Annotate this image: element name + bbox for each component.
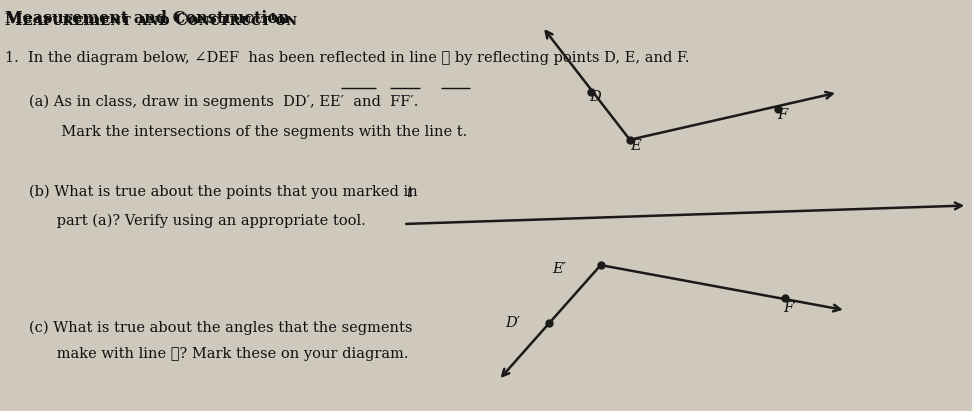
Text: t: t: [406, 186, 412, 200]
Text: (c) What is true about the angles that the segments: (c) What is true about the angles that t…: [29, 321, 413, 335]
Text: 1.  In the diagram below, ∠DEF  has been reflected in line ℓ by reflecting point: 1. In the diagram below, ∠DEF has been r…: [5, 51, 689, 65]
Text: make with line ℓ? Mark these on your diagram.: make with line ℓ? Mark these on your dia…: [29, 347, 408, 361]
Text: Mark the intersections of the segments with the line t.: Mark the intersections of the segments w…: [29, 125, 468, 139]
Text: (b) What is true about the points that you marked in: (b) What is true about the points that y…: [29, 185, 418, 199]
Text: D: D: [589, 90, 601, 104]
Text: F: F: [778, 108, 787, 122]
Text: Mᴇᴀᴘᴜʀᴇmᴇɴᴛ ᴀɴᴅ Cᴏɴᴄᴛʀᴜᴄᴛᴵᴏɴ: Mᴇᴀᴘᴜʀᴇmᴇɴᴛ ᴀɴᴅ Cᴏɴᴄᴛʀᴜᴄᴛᴵᴏɴ: [5, 12, 297, 29]
Text: (a) As in class, draw in segments  DD′, EE′  and  FF′.: (a) As in class, draw in segments DD′, E…: [29, 95, 419, 109]
Text: Measurement and Construction: Measurement and Construction: [5, 10, 290, 27]
Text: F′: F′: [783, 301, 797, 315]
Text: part (a)? Verify using an appropriate tool.: part (a)? Verify using an appropriate to…: [29, 214, 365, 228]
Text: D′: D′: [505, 316, 521, 330]
Text: E′: E′: [552, 262, 566, 276]
Text: E: E: [630, 139, 641, 153]
